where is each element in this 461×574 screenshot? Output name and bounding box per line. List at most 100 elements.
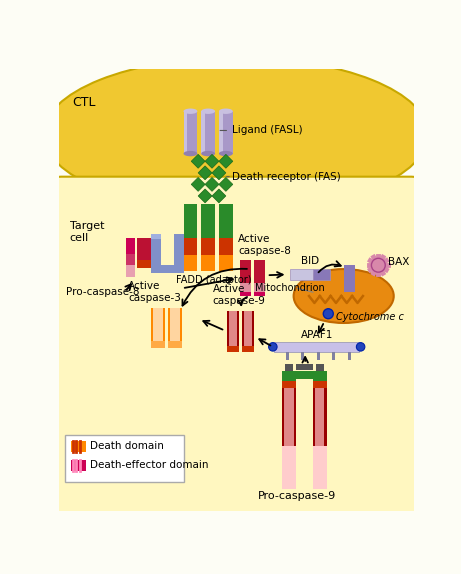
Text: Death-effector domain: Death-effector domain (90, 460, 209, 471)
Bar (284, 389, 294, 446)
Bar (201, 111, 215, 154)
Polygon shape (191, 154, 205, 168)
Bar (254, 260, 265, 283)
Text: FADD (adaptor): FADD (adaptor) (176, 276, 251, 285)
Bar (240, 292, 251, 296)
Polygon shape (205, 154, 219, 168)
Bar (242, 346, 254, 352)
Ellipse shape (201, 151, 215, 156)
Bar (274, 342, 359, 352)
Bar (286, 352, 289, 360)
Bar (344, 265, 355, 292)
Bar (348, 352, 351, 360)
Bar (290, 269, 313, 280)
Text: Death receptor (FAS): Death receptor (FAS) (227, 172, 341, 182)
Ellipse shape (43, 57, 428, 211)
Bar (317, 352, 320, 360)
Bar (151, 265, 184, 273)
Ellipse shape (269, 343, 277, 351)
Ellipse shape (183, 151, 197, 156)
Bar (171, 308, 180, 342)
Text: Mitochondrion: Mitochondrion (255, 284, 325, 293)
Bar (168, 308, 182, 342)
Bar (71, 460, 87, 471)
Text: Active
caspase-3: Active caspase-3 (128, 281, 181, 303)
Polygon shape (191, 177, 205, 191)
Bar (313, 389, 327, 446)
Text: BID: BID (301, 256, 319, 266)
Bar (313, 371, 327, 381)
Bar (332, 352, 335, 360)
Ellipse shape (219, 108, 233, 114)
Bar (183, 255, 197, 270)
Bar (282, 446, 296, 488)
Bar (126, 254, 135, 265)
Polygon shape (212, 189, 226, 203)
Bar (183, 204, 197, 238)
Bar (242, 312, 254, 346)
Bar (285, 364, 293, 371)
Bar (137, 238, 151, 260)
Bar (240, 283, 251, 292)
Text: Active
caspase-8: Active caspase-8 (238, 234, 291, 256)
Text: Ligand (FASL): Ligand (FASL) (220, 126, 303, 135)
Bar (219, 255, 233, 270)
Bar (282, 389, 296, 446)
Bar (301, 352, 304, 360)
Bar (126, 238, 135, 277)
Text: Pro-caspase-8: Pro-caspase-8 (66, 287, 140, 297)
Bar (151, 308, 165, 342)
Bar (313, 381, 327, 389)
Bar (313, 446, 327, 488)
Bar (201, 111, 205, 154)
Text: CTL: CTL (73, 96, 96, 109)
Bar (244, 312, 252, 346)
Bar (183, 111, 197, 154)
Bar (65, 435, 184, 482)
Bar (227, 312, 239, 346)
Bar (151, 234, 161, 239)
Bar (240, 260, 251, 283)
Bar (126, 238, 135, 254)
Bar (151, 342, 165, 348)
Text: Pro-caspase-9: Pro-caspase-9 (258, 491, 337, 501)
Bar (154, 308, 163, 342)
Bar (151, 234, 161, 273)
Bar (168, 342, 182, 348)
Ellipse shape (294, 269, 394, 323)
Bar (229, 312, 236, 346)
FancyBboxPatch shape (49, 177, 423, 520)
Text: Active
caspase-9: Active caspase-9 (213, 285, 266, 306)
Bar (282, 381, 296, 389)
Bar (201, 255, 215, 270)
Bar (282, 371, 296, 381)
Bar (296, 371, 313, 379)
Bar (201, 238, 215, 255)
Bar (201, 204, 215, 238)
Bar (315, 389, 325, 446)
Bar (219, 204, 233, 238)
Ellipse shape (201, 108, 215, 114)
Polygon shape (212, 166, 226, 180)
Text: Target
cell: Target cell (70, 222, 104, 243)
Bar (313, 269, 330, 280)
Ellipse shape (219, 151, 233, 156)
Bar (219, 238, 233, 255)
Bar (219, 111, 223, 154)
Polygon shape (198, 166, 212, 180)
Bar (296, 364, 313, 370)
Ellipse shape (323, 309, 333, 319)
Bar (183, 238, 197, 255)
Bar (71, 441, 87, 452)
Text: Cytochrome c: Cytochrome c (336, 312, 404, 322)
Ellipse shape (372, 258, 385, 272)
Bar (174, 234, 184, 269)
Polygon shape (205, 177, 219, 191)
Text: Death domain: Death domain (90, 441, 164, 451)
Ellipse shape (356, 343, 365, 351)
Bar (183, 111, 187, 154)
Bar (219, 111, 233, 154)
Bar (254, 292, 265, 296)
Bar (137, 260, 151, 267)
Polygon shape (198, 189, 212, 203)
